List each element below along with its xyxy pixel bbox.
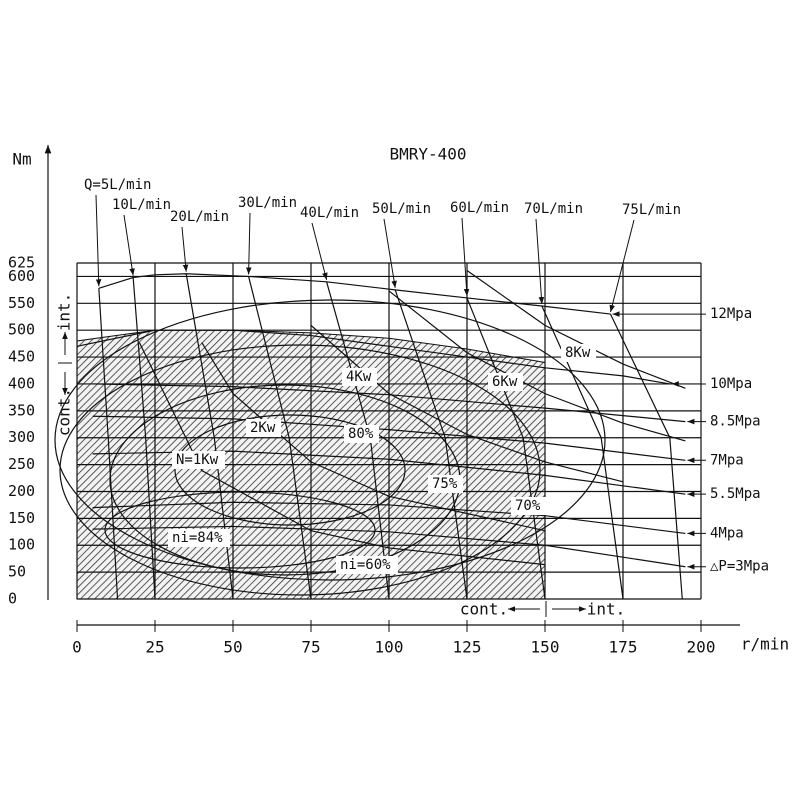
flow-label: 40L/min [300,205,359,221]
flow-label: 20L/min [170,209,229,225]
flow-line [98,288,119,600]
flow-arrow [123,214,135,276]
pressure-line [92,415,686,461]
flow-line [132,277,156,600]
x-tick-label: 100 [375,638,404,657]
label-background [561,344,596,362]
power-label: N=1Kw [176,452,219,468]
x-tick-label: 75 [301,638,320,657]
label-background [172,451,225,469]
power-label: 2Kw [250,420,276,436]
flow-label: 30L/min [238,195,297,211]
label-background [428,475,463,493]
x-tick-label: 175 [609,638,638,657]
y-tick-label: 600 [8,267,35,285]
power-curve [388,290,686,442]
pressure-label: 12Mpa [710,306,752,322]
flow-label: 60L/min [450,200,509,216]
y-tick-label: 50 [8,563,26,581]
flow-arrow [95,194,102,287]
flow-label: 70L/min [524,201,583,217]
chart-title: BMRY-400 [389,145,466,164]
efficiency-label: 80% [348,426,374,442]
flow-label: 75L/min [622,202,681,218]
grid [76,262,702,632]
power-label: 6Kw [492,374,518,390]
y-tick-label: 350 [8,401,35,419]
x-zone-label: int. [587,600,626,619]
x-tick-label: 200 [687,638,716,657]
x-tick-label: 0 [72,638,82,657]
power-label: 4Kw [346,369,372,385]
x-tick-label: 125 [453,638,482,657]
x-axis-label: r/min [741,635,789,654]
y-tick-label: 200 [8,482,35,500]
flow-label: Q=5L/min [84,177,151,193]
y-tick-label: 100 [8,536,35,554]
y-tick-label: 550 [8,294,35,312]
flow-line [248,276,312,600]
y-tick-label: 400 [8,374,35,392]
label-background [336,556,398,574]
pressure-label: 4Mpa [710,525,744,541]
x-zone-label: cont. [460,600,508,619]
y-tick-label: 0 [8,590,17,608]
pressure-line [92,501,686,535]
power-label: 8Kw [565,345,591,361]
x-tick-label: 50 [223,638,242,657]
y-tick-label: 450 [8,348,35,366]
efficiency-label: ni=84% [172,530,223,546]
efficiency-contour [174,414,406,526]
pressure-line [76,329,670,385]
pressure-label: 8.5Mpa [710,414,761,430]
y-tick-label: 150 [8,509,35,527]
y-tick-label: 250 [8,455,35,473]
flow-line [394,289,468,600]
flow-line [466,297,546,600]
y-tick-label: 300 [8,428,35,446]
flow-label: 10L/min [112,197,171,213]
efficiency-contour [54,299,606,581]
pressure-label: △P=3Mpa [710,559,769,575]
y-zone-label: int. [55,293,74,332]
pressure-line [98,273,611,315]
flow-arrow [609,219,635,313]
pressure-label: 10Mpa [710,376,752,392]
pressure-line [92,383,686,423]
pressure-label: 5.5Mpa [710,486,761,502]
efficiency-label: 75% [432,476,458,492]
efficiency-label: ni=60% [340,557,391,573]
label-background [488,373,523,391]
x-tick-label: 25 [145,638,164,657]
y-tick-label: 625 [8,254,35,272]
flow-arrow [311,222,328,280]
x-tick-label: 150 [531,638,560,657]
flow-arrow [245,212,252,275]
y-zone-label: cont. [55,388,74,436]
label-background [511,497,546,515]
efficiency-contour [59,344,541,596]
flow-label: 50L/min [372,201,431,217]
label-background [344,425,379,443]
label-background [168,529,230,547]
flow-arrow [461,217,470,296]
pressure-line [92,525,686,568]
power-curve [138,342,546,566]
power-curve [201,342,546,532]
label-background [342,368,377,386]
y-axis-label: Nm [12,150,31,169]
flow-line [609,313,683,600]
efficiency-label: 70% [515,498,541,514]
y-tick-label: 500 [8,321,35,339]
label-background [246,419,281,437]
flow-arrow [181,226,189,272]
flow-arrow [535,218,545,305]
pressure-label: 7Mpa [710,452,744,468]
flow-arrow [383,218,397,288]
